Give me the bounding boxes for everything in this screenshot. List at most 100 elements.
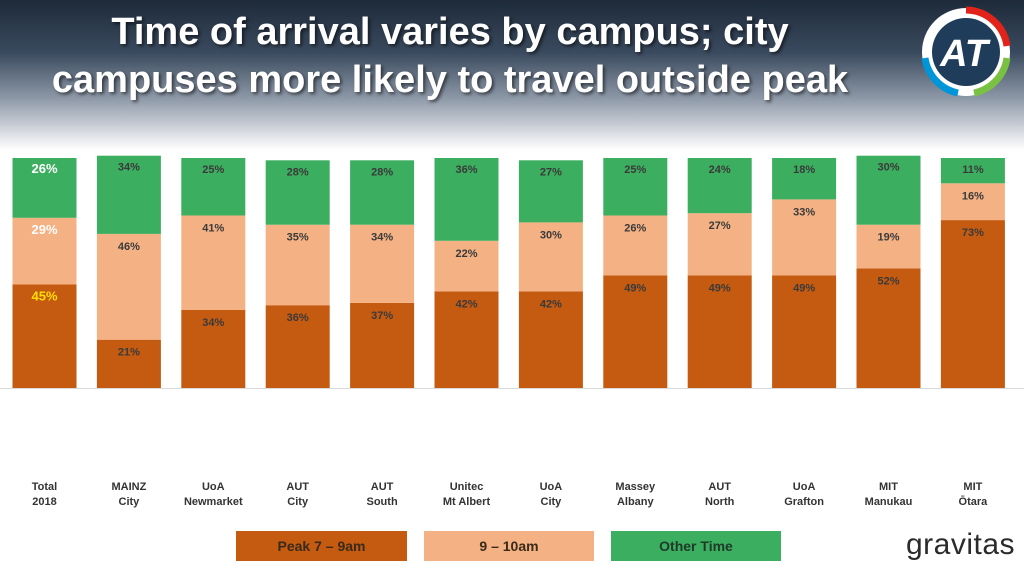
- bar-segment-other: [940, 158, 1005, 184]
- data-label-other: 28%: [287, 166, 309, 178]
- category-label-line: Manukau: [864, 496, 913, 508]
- bar-segment-peak: [96, 339, 161, 388]
- data-label-mid: 16%: [962, 190, 984, 202]
- data-label-other: 25%: [624, 164, 646, 176]
- category-label-line: UoA: [539, 481, 563, 493]
- data-label-mid: 33%: [793, 206, 815, 218]
- stacked-bar-chart: 45% 29% 26% 21% 46% 34% 34% 41% 25% 36% 35% 28% 37% 3…: [0, 155, 1024, 389]
- category-label: MIT Ōtara: [928, 480, 1018, 510]
- category-label-line: UoA: [201, 481, 225, 493]
- bar-segment-other: [265, 160, 330, 225]
- bar-segment-peak: [518, 291, 583, 388]
- category-label-line: Ōtara: [958, 496, 988, 508]
- data-label-mid: 34%: [371, 232, 393, 244]
- data-label-peak: 73%: [962, 227, 984, 239]
- bar-segment-other: [772, 158, 837, 200]
- data-label-peak: 49%: [624, 282, 646, 294]
- data-label-mid: 29%: [31, 222, 57, 237]
- bar-segment-mid: [181, 215, 246, 310]
- legend-item-other: Other Time: [611, 531, 781, 561]
- gravitas-logo: gravitas: [906, 528, 1016, 561]
- data-label-other: 11%: [962, 164, 984, 176]
- data-label-mid: 26%: [624, 223, 646, 235]
- bar-segment-mid: [856, 224, 921, 269]
- svg-text:AT: AT: [939, 33, 991, 75]
- category-label-line: Massey: [615, 481, 656, 493]
- bar-segment-other: [350, 160, 415, 225]
- at-logo-icon: AT: [921, 6, 1011, 97]
- data-label-other: 34%: [118, 162, 140, 174]
- bar-segment-mid: [265, 224, 330, 306]
- bar-segment-mid: [96, 233, 161, 340]
- category-label-line: Mt Albert: [442, 496, 491, 508]
- data-label-mid: 22%: [455, 248, 477, 260]
- header-band: [0, 0, 1024, 150]
- category-label-line: Grafton: [784, 496, 824, 508]
- bar-segment-mid: [687, 213, 752, 276]
- data-label-peak: 45%: [31, 289, 57, 304]
- category-label-line: MIT: [963, 481, 983, 493]
- data-label-peak: 49%: [709, 282, 731, 294]
- category-label-line: Albany: [616, 496, 654, 508]
- page-title: Time of arrival varies by campus; city c…: [0, 8, 900, 104]
- bar-segment-peak: [856, 268, 921, 388]
- data-label-other: 25%: [202, 164, 224, 176]
- category-label-line: AUT: [286, 481, 309, 493]
- data-label-other: 27%: [540, 166, 562, 178]
- category-label: Massey Albany: [590, 480, 680, 510]
- bar-segment-peak: [12, 284, 77, 388]
- bar-segment-mid: [12, 217, 77, 285]
- bar-segment-mid: [940, 183, 1005, 221]
- title-line-2: campuses more likely to travel outside p…: [51, 59, 849, 101]
- bar-segment-peak: [350, 302, 415, 388]
- category-label-line: MIT: [879, 481, 898, 493]
- category-label-line: North: [705, 496, 735, 508]
- bar-segment-other: [181, 158, 246, 216]
- category-label: AUT South: [337, 480, 427, 510]
- bar-segment-mid: [772, 199, 837, 276]
- bar-segment-other: [518, 160, 583, 223]
- bar-segment-mid: [518, 222, 583, 292]
- data-label-mid: 30%: [540, 229, 562, 241]
- bar-segment-other: [434, 158, 499, 241]
- data-label-other: 36%: [455, 164, 477, 176]
- legend-item-peak: Peak 7 – 9am: [236, 531, 407, 561]
- bar-segment-other: [96, 155, 161, 234]
- bar-segment-mid: [350, 224, 415, 303]
- data-label-other: 30%: [877, 162, 899, 174]
- category-label: MIT Manukau: [844, 480, 934, 510]
- bar-segment-mid: [603, 215, 668, 276]
- category-label: AUT North: [675, 480, 765, 510]
- legend-item-mid: 9 – 10am: [424, 531, 594, 561]
- data-label-peak: 34%: [202, 317, 224, 329]
- bar-segment-peak: [265, 305, 330, 388]
- data-label-peak: 49%: [793, 282, 815, 294]
- bar-segment-peak: [181, 309, 246, 388]
- data-label-other: 18%: [793, 164, 815, 176]
- bar-segment-other: [12, 158, 77, 218]
- data-label-peak: 52%: [877, 275, 899, 287]
- data-label-peak: 42%: [455, 298, 477, 310]
- data-label-mid: 27%: [709, 220, 731, 232]
- data-label-peak: 42%: [540, 298, 562, 310]
- data-label-peak: 37%: [371, 310, 393, 322]
- category-label-line: MAINZ: [111, 481, 147, 493]
- category-label-line: UoA: [792, 481, 816, 493]
- category-label: UoA Newmarket: [168, 480, 258, 510]
- title-line-1: Time of arrival varies by campus; city: [111, 11, 789, 53]
- bar-segment-peak: [940, 220, 1005, 388]
- category-label: Unitec Mt Albert: [422, 480, 512, 510]
- bar-segment-other: [687, 158, 752, 214]
- data-label-mid: 19%: [877, 232, 899, 244]
- data-label-mid: 41%: [202, 223, 224, 235]
- data-label-other: 26%: [31, 161, 57, 176]
- category-label: Total 2018: [0, 480, 90, 510]
- category-label-line: Newmarket: [183, 496, 243, 508]
- category-label-line: Unitec: [449, 481, 484, 493]
- bar-segment-peak: [772, 275, 837, 388]
- category-label: UoA Grafton: [759, 480, 849, 510]
- category-label-line: City: [540, 496, 562, 508]
- bar-segment-peak: [603, 275, 668, 388]
- category-label-line: City: [118, 496, 140, 508]
- bar-segment-other: [603, 158, 668, 216]
